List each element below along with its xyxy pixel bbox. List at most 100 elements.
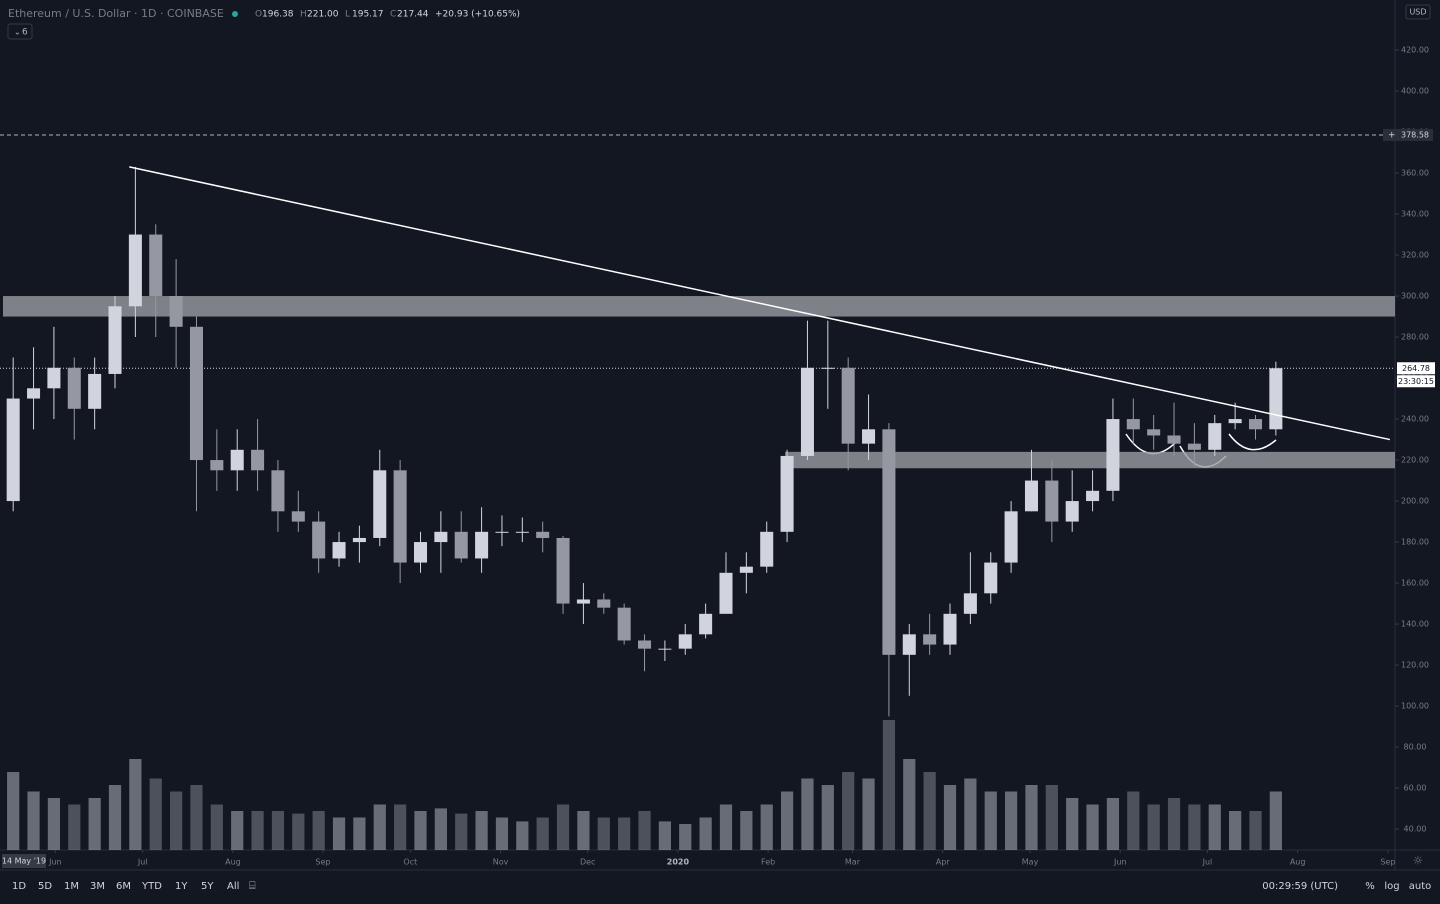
volume-bar — [129, 759, 142, 850]
symbol-title: Ethereum / U.S. Dollar · 1D · COINBASE — [8, 7, 224, 20]
y-tick-label: 200.00 — [1401, 497, 1429, 506]
candle-body — [128, 234, 142, 307]
volume-bar — [842, 772, 855, 850]
volume-bar — [903, 759, 916, 850]
y-tick-label: 280.00 — [1401, 333, 1429, 342]
settings-icon[interactable]: ☼ — [1413, 854, 1424, 868]
scale-option[interactable]: log — [1384, 881, 1399, 892]
candle-body — [515, 531, 529, 533]
range-button[interactable]: 5D — [38, 881, 52, 892]
range-button[interactable]: 3M — [90, 881, 105, 892]
volume-bar — [638, 811, 651, 850]
candle-body — [760, 531, 774, 567]
candle-body — [47, 367, 61, 389]
indicator-toggle[interactable] — [7, 23, 33, 40]
y-tick-label: 300.00 — [1401, 292, 1429, 301]
x-tick-label: Oct — [403, 858, 417, 867]
x-tick-label: May — [1022, 858, 1039, 867]
candle-body — [413, 542, 428, 563]
candle-body — [189, 326, 203, 461]
pattern-arc — [1228, 433, 1277, 451]
y-tick-label: 400.00 — [1401, 87, 1429, 96]
candle-body — [699, 613, 713, 635]
volume-bar — [577, 811, 590, 850]
candle-body — [1126, 419, 1140, 430]
currency[interactable]: USD — [1409, 8, 1426, 17]
candle-body — [1248, 419, 1263, 430]
candle-body — [902, 634, 916, 655]
x-tick-label: Jul — [137, 858, 148, 867]
x-tick-label: Aug — [1290, 858, 1306, 867]
y-tick-label: 100.00 — [1401, 702, 1429, 711]
volume-bar — [475, 811, 488, 850]
candle-body — [1106, 419, 1120, 491]
range-button[interactable]: 6M — [116, 881, 131, 892]
clock: 00:29:59 (UTC) — [1262, 881, 1338, 892]
volume-bar — [780, 791, 794, 850]
volume-bar — [1004, 791, 1018, 850]
ohlc-key: O — [255, 10, 262, 20]
volume-bar — [1269, 791, 1282, 850]
candle-body — [638, 640, 652, 649]
candle-body — [393, 470, 407, 563]
candle-body — [454, 531, 468, 559]
x-tick-label: Sep — [315, 858, 330, 867]
range-button[interactable]: YTD — [141, 881, 162, 892]
zone — [3, 296, 1395, 317]
scale-option[interactable]: auto — [1409, 881, 1432, 892]
y-tick-label: 180.00 — [1401, 538, 1429, 547]
countdown-tag — [1397, 375, 1435, 388]
volume-bar — [556, 804, 570, 850]
candle-body — [251, 449, 265, 471]
start-date-box — [2, 854, 46, 868]
volume-bar — [801, 778, 814, 850]
candle-body — [67, 367, 81, 409]
candle-body — [739, 566, 753, 573]
volume-bar — [68, 804, 81, 850]
volume-bar — [394, 804, 407, 850]
last-price-label: 264.78 — [1402, 364, 1430, 373]
volume-bar — [658, 821, 671, 850]
range-button[interactable]: 1D — [12, 881, 26, 892]
range-button[interactable]: All — [227, 881, 239, 892]
x-tick-label: Jun — [1113, 858, 1127, 867]
range-button[interactable]: 1M — [64, 881, 79, 892]
countdown: 23:30:15 — [1398, 377, 1434, 386]
candle-body — [88, 373, 102, 409]
volume-bar — [169, 791, 183, 850]
y-tick-label: 340.00 — [1401, 210, 1429, 219]
candle-body — [1187, 443, 1201, 450]
volume-bar — [597, 817, 610, 850]
date-range-icon[interactable]: ⌸ — [249, 879, 256, 892]
range-button[interactable]: 1Y — [175, 881, 188, 892]
scale-option[interactable]: % — [1365, 881, 1375, 892]
candle-body — [841, 367, 855, 444]
volume-bar — [964, 778, 977, 850]
candle-body — [475, 531, 489, 559]
candle-body — [27, 388, 41, 399]
currency-box[interactable] — [1405, 4, 1431, 20]
volume-bar — [1147, 804, 1160, 850]
volume-bar — [699, 817, 712, 850]
candle-body — [984, 562, 998, 594]
volume-bar — [271, 811, 285, 850]
start-date: 14 May '19 — [2, 857, 46, 866]
candle-body — [882, 429, 896, 655]
candle-body — [169, 296, 183, 327]
indicator-count[interactable]: 6 — [22, 28, 28, 38]
volume-bar — [536, 817, 549, 850]
x-tick-label: Sep — [1380, 858, 1395, 867]
candle-body — [1065, 501, 1079, 522]
volume-bar — [1106, 798, 1120, 850]
volume-bar — [719, 804, 733, 850]
volume-bar — [1249, 811, 1262, 850]
trendline — [129, 166, 1391, 441]
change: +20.93 (+10.65%) — [435, 10, 520, 20]
candle-body — [536, 531, 550, 538]
volume-bar — [434, 808, 447, 850]
range-button[interactable]: 5Y — [201, 881, 214, 892]
y-tick-label: 320.00 — [1401, 251, 1429, 260]
volume-bar — [862, 778, 875, 850]
candle-body — [1167, 435, 1181, 444]
